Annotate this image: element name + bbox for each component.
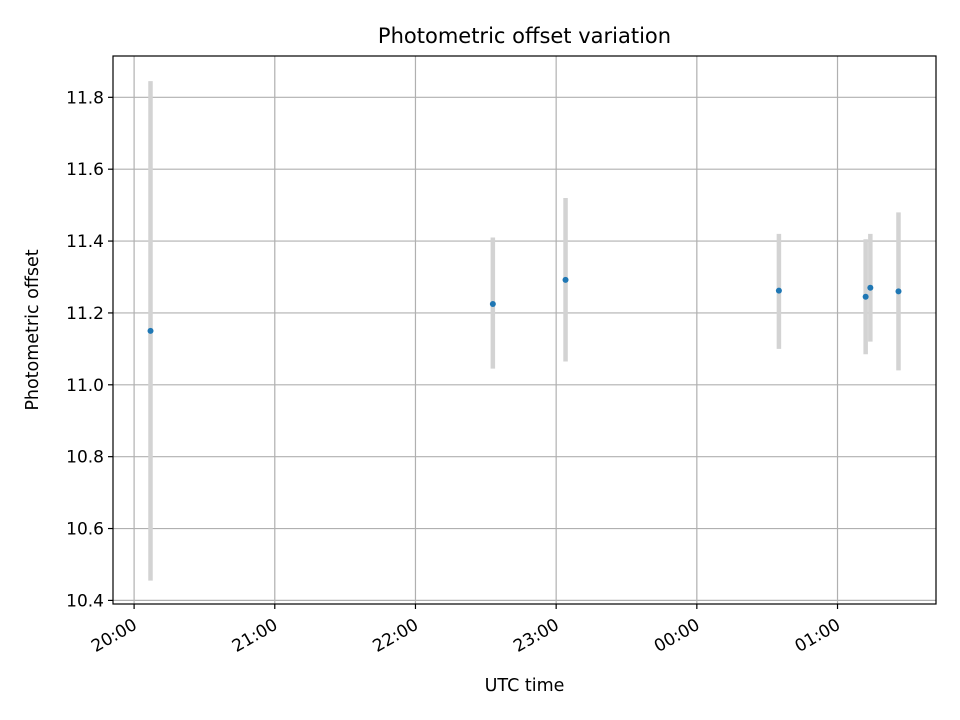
y-tick-label: 11.2 (66, 304, 104, 324)
y-axis-label: Photometric offset (23, 249, 43, 410)
y-tick-label: 11.4 (66, 232, 104, 252)
y-tick-label: 10.6 (66, 520, 104, 540)
data-point (775, 287, 782, 294)
x-tick-label: 22:00 (370, 615, 422, 657)
y-tick-label: 10.8 (66, 448, 104, 468)
x-axis-label: UTC time (485, 676, 565, 696)
error-bars (148, 81, 901, 581)
plot-frame (112, 55, 937, 605)
y-tick-label: 10.4 (66, 591, 104, 611)
chart-title: Photometric offset variation (378, 24, 671, 48)
x-tick-label: 20:00 (88, 615, 140, 657)
x-tick-label: 01:00 (792, 615, 844, 657)
data-point (867, 284, 874, 291)
y-axis-ticks: 10.4 10.6 10.8 11.0 11.2 11.4 11.6 11.8 (66, 88, 113, 611)
x-tick-label: 00:00 (651, 615, 703, 657)
data-point (862, 293, 869, 300)
x-axis-ticks: 20:00 21:00 22:00 23:00 00:00 01:00 (88, 604, 844, 657)
x-tick-label: 21:00 (229, 615, 281, 657)
data-point (147, 327, 154, 334)
y-tick-label: 11.6 (66, 160, 104, 180)
y-tick-label: 11.0 (66, 376, 104, 396)
data-point (895, 288, 902, 295)
data-point (562, 276, 569, 283)
grid (113, 56, 936, 604)
x-tick-label: 23:00 (510, 615, 562, 657)
data-points (147, 276, 902, 334)
data-point (489, 300, 496, 307)
y-tick-label: 11.8 (66, 88, 104, 108)
